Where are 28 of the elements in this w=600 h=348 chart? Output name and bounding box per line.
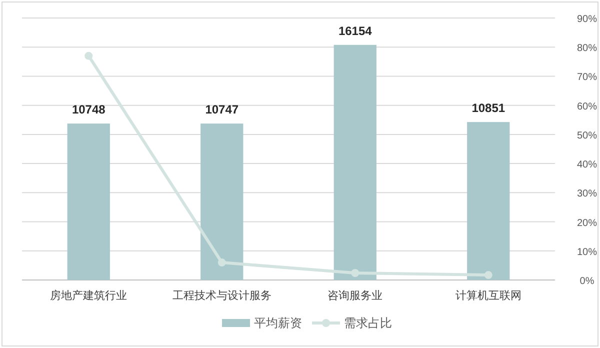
x-tick-label: 咨询服务业 — [328, 289, 383, 302]
y2-tick-label: 40% — [576, 160, 598, 171]
y2-tick-label: 0% — [580, 276, 594, 287]
point — [84, 52, 93, 60]
y2-tick-label: 80% — [576, 43, 598, 54]
legend-label: 需求占比 — [344, 316, 392, 330]
bar — [200, 124, 244, 280]
data-label: 10747 — [205, 102, 239, 117]
y2-tick-label: 70% — [576, 72, 598, 84]
bar — [467, 122, 510, 280]
point — [484, 271, 492, 280]
y2-tick-label: 90% — [576, 14, 598, 25]
point — [351, 269, 360, 278]
x-tick-label: 计算机互联网 — [455, 289, 522, 302]
y2-tick-label: 30% — [576, 188, 598, 200]
data-label: 10851 — [472, 101, 506, 116]
bar — [334, 44, 376, 280]
data-label: 10748 — [72, 102, 106, 117]
y2-tick-label: 10% — [576, 246, 598, 258]
point — [218, 258, 226, 267]
data-label: 16154 — [338, 24, 372, 38]
x-tick-label: 工程技术与设计服务 — [172, 289, 272, 302]
x-tick-label: 房地产建筑行业 — [50, 289, 128, 302]
legend-label: 平均薪资 — [254, 316, 302, 330]
y2-tick-label: 50% — [576, 130, 598, 142]
y2-tick-label: 60% — [576, 101, 598, 112]
bar — [67, 124, 110, 280]
y2-tick-label: 20% — [576, 218, 598, 229]
